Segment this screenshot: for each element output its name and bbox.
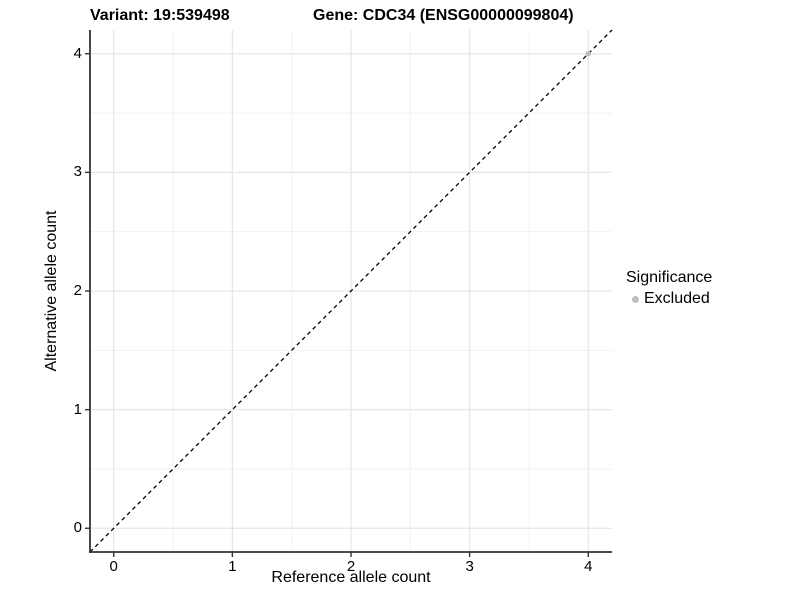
plot-panel (85, 29, 613, 557)
variant-title: Variant: 19:539498 (90, 7, 230, 24)
legend-item: Excluded (626, 290, 796, 308)
legend-point-icon (626, 290, 644, 308)
legend-item-label: Excluded (644, 290, 710, 307)
x-tick-label: 1 (228, 558, 237, 575)
y-axis-title: Alternative allele count (43, 210, 60, 372)
legend: Significance Excluded (626, 268, 796, 308)
x-tick-label: 0 (109, 558, 118, 575)
identity-dashed-line (89, 29, 613, 553)
x-tick-label: 2 (346, 558, 356, 575)
legend-items: Excluded (626, 290, 796, 308)
x-tick-label: 4 (584, 558, 593, 575)
legend-title: Significance (626, 269, 713, 286)
x-axis-title: Reference allele count (271, 569, 431, 586)
y-tick-label: 2 (73, 282, 82, 299)
y-tick-label: 1 (73, 400, 82, 418)
x-tick-label: 3 (465, 558, 474, 575)
gene-title: Gene: CDC34 (ENSG00000099804) (313, 7, 574, 24)
y-tick-label: 0 (73, 519, 82, 537)
y-tick-label: 4 (73, 44, 82, 62)
data-point (585, 51, 591, 57)
legend-dot-icon (631, 295, 639, 303)
y-tick-label: 3 (73, 163, 82, 181)
